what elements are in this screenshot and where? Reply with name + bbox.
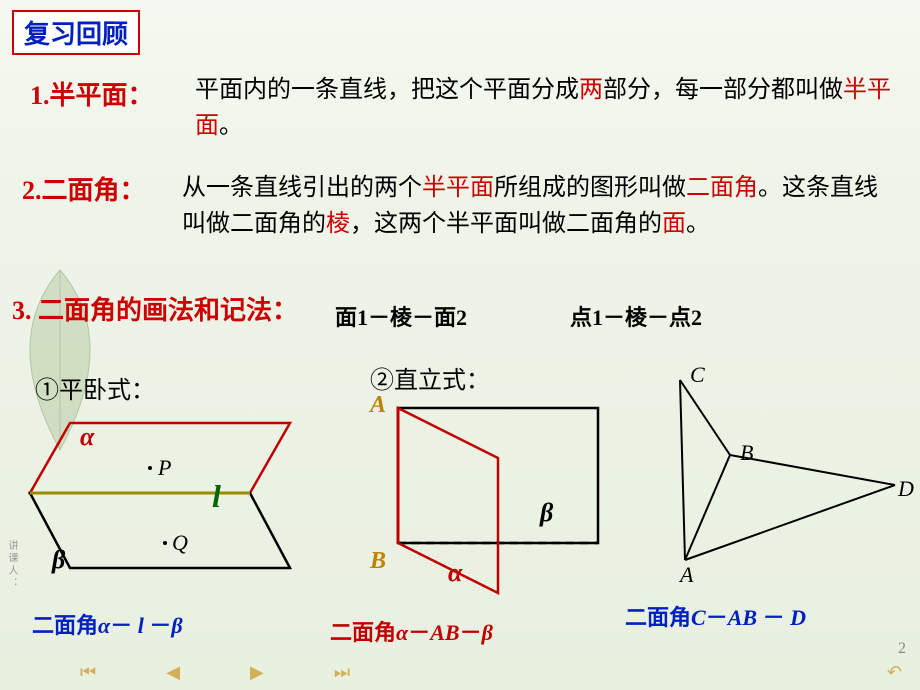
style2-label: ②直立式： [370,360,490,395]
t1-c: 。 [219,113,243,139]
page-number: 2 [898,640,906,658]
d1-caption: 二面角α－ l －β [32,608,183,640]
style1-label: ①平卧式： [35,370,155,405]
d2-caption: 二面角α－AB－β [330,615,493,647]
d3-C: C [690,362,705,388]
nav-prev-icon[interactable]: ◀ [166,662,180,683]
d2-B: B [370,548,386,575]
side-lecturer: 讲 课 人 ： [4,540,19,588]
t2-d: ，这两个半平面叫做二面角的 [350,211,662,237]
t2-a: 从一条直线引出的两个 [182,175,422,201]
nav-first-icon[interactable]: ⏮ [80,662,96,683]
d1-l: l [212,478,221,515]
d2-cap-m2: － [460,620,482,645]
t2-hl-b: 二面角 [686,175,758,201]
nav-bar: ⏮ ◀ ▶ ⏭ ↶ [0,658,920,686]
d2-cap-m1: － [408,620,430,645]
d3-cap-m1: － [706,605,728,630]
d2-beta: β [540,498,553,528]
d2-cap-prefix: 二面角 [330,620,396,645]
d2-alpha: α [448,558,462,588]
term1-label: 1.半平面： [30,75,154,112]
term2-label: 2.二面角： [22,170,146,207]
term2-text: 从一条直线引出的两个半平面所组成的图形叫做二面角。这条直线叫做二面角的棱，这两个… [182,170,892,242]
d2-cap-beta: β [482,620,493,645]
d1-cap-beta: β [171,613,182,638]
d1-cap-m2: － [144,613,172,638]
nav-last-icon[interactable]: ⏭ [334,662,350,683]
notation-2: 点1－棱－点2 [570,300,702,332]
d3-cap-D: D [790,605,806,630]
t1-b: 部分，每一部分都叫做 [603,77,843,103]
t2-hl-a: 半平面 [422,175,494,201]
term1-text: 平面内的一条直线，把这个平面分成两部分，每一部分都叫做半平面。 [195,72,895,144]
d3-B: B [740,440,753,466]
diagram-vertical [360,398,650,598]
t2-e: 。 [686,211,710,237]
d3-cap-AB: AB [728,605,757,630]
d1-cap-prefix: 二面角 [32,613,98,638]
d1-cap-alpha: α [98,613,110,638]
nav-return-icon[interactable]: ↶ [887,662,902,683]
nav-next-icon[interactable]: ▶ [250,662,264,683]
d3-cap-prefix: 二面角 [625,605,691,630]
t2-hl-d: 面 [662,211,686,237]
d1-P: P [158,455,171,481]
d3-A: A [680,562,693,588]
t2-hl-c: 棱 [326,211,350,237]
d3-cap-C: C [691,605,706,630]
d1-alpha: α [80,422,94,452]
review-header: 复习回顾 [12,10,140,55]
d1-Q: Q [172,530,188,556]
d1-cap-m1: － [110,613,138,638]
d3-caption: 二面角C－AB － D [625,600,806,632]
t2-b: 所组成的图形叫做 [494,175,686,201]
t1-a: 平面内的一条直线，把这个平面分成 [195,77,579,103]
d2-cap-AB: AB [430,620,459,645]
d2-A: A [370,392,386,419]
t1-hl-a: 两 [579,77,603,103]
d3-cap-m2: － [757,605,790,630]
diagram-cabd [625,370,915,580]
d1-beta: β [52,545,65,575]
term3-label: 3. 二面角的画法和记法： [12,290,298,327]
d2-cap-alpha: α [396,620,408,645]
notation-1: 面1－棱－面2 [335,300,467,332]
d3-D: D [898,476,914,502]
